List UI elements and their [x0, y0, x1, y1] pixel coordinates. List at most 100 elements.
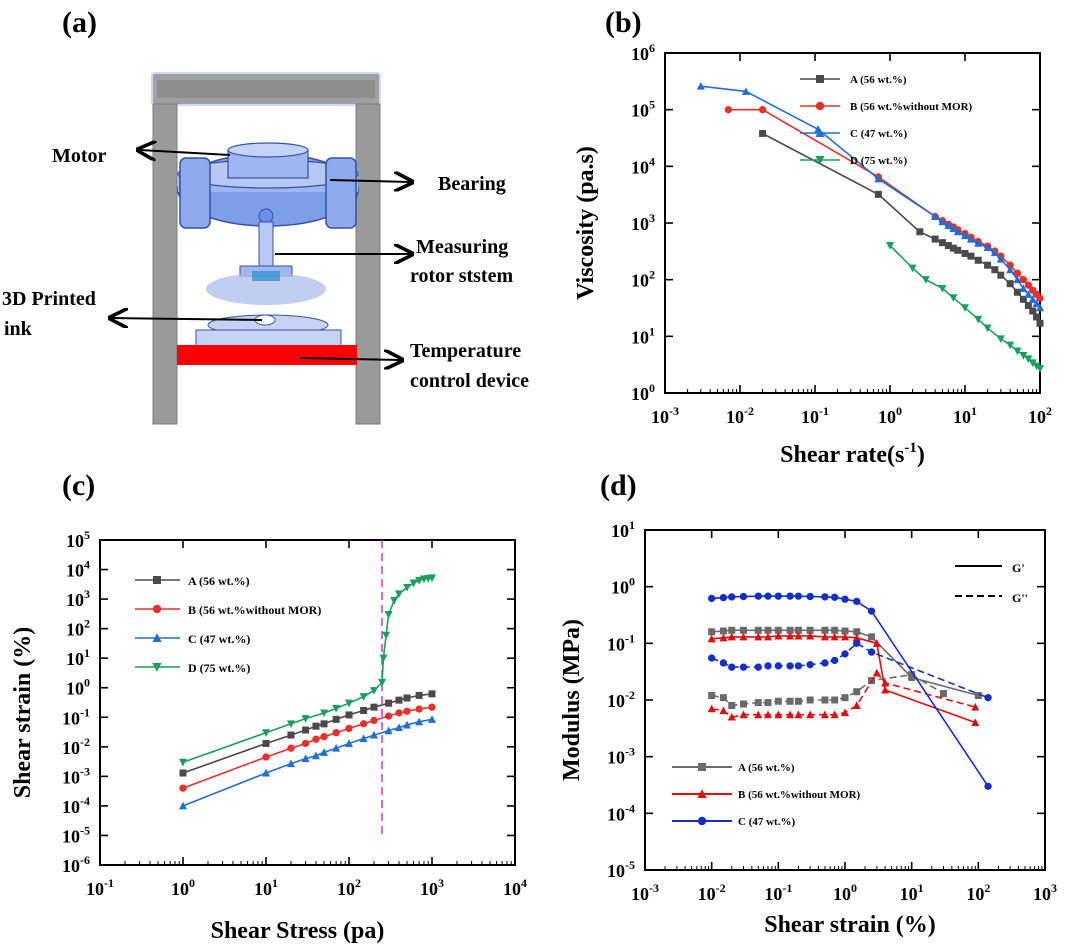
- series-C-point: [953, 227, 962, 236]
- series-D-point: [996, 335, 1005, 344]
- series-A-point: [916, 228, 924, 236]
- gprime-B-point: [806, 631, 815, 640]
- gprime-C-point: [867, 607, 876, 615]
- gprime-A-point: [794, 626, 802, 634]
- x-tick-label: 103: [1033, 881, 1057, 904]
- series-A-point: [302, 726, 310, 734]
- gprime-B-line: [711, 635, 976, 724]
- gprime-A-point: [764, 626, 772, 634]
- spindle-shaft: [258, 221, 274, 269]
- series-C-point: [1006, 265, 1015, 274]
- gprime-C-point: [754, 592, 762, 600]
- series-A-point: [395, 696, 403, 704]
- series-A-point: [332, 715, 340, 723]
- x-tick-label: 104: [503, 876, 527, 899]
- gdoubleprime-A-point: [719, 694, 727, 702]
- series-A-point: [1019, 295, 1027, 303]
- legend-marker-B: [152, 604, 162, 614]
- series-A-point: [1024, 302, 1032, 310]
- series-C-point: [261, 768, 271, 777]
- gdoubleprime-C-point: [719, 659, 728, 667]
- gdoubleprime-C-point: [728, 663, 736, 671]
- y-tick-label: 100: [631, 381, 655, 404]
- gprime-C-point: [786, 592, 794, 600]
- series-A-point: [415, 691, 423, 699]
- x-tick-label: 10-2: [698, 881, 726, 904]
- panel-label-b: (b): [605, 6, 642, 39]
- series-C-point: [960, 231, 970, 240]
- legend-marker-A: [153, 576, 161, 584]
- series-D-point: [1019, 351, 1028, 360]
- legend-label-D: D (75 wt.%): [188, 661, 250, 675]
- gprime-B-point: [840, 632, 850, 641]
- series-D-point: [885, 242, 895, 250]
- gdoubleprime-B-point: [707, 704, 716, 713]
- series-A-point: [370, 703, 378, 711]
- series-D-point: [379, 654, 388, 663]
- gdoubleprime-A-point: [939, 690, 947, 698]
- gdoubleprime-C-point: [754, 663, 762, 671]
- legend-label-B: B (56 wt.%without MOR): [188, 603, 321, 617]
- gprime-A-point: [719, 627, 727, 635]
- series-B-point: [758, 105, 767, 114]
- series-A-point: [954, 246, 962, 254]
- series-C-point: [332, 743, 341, 752]
- gprime-B-point: [754, 632, 763, 641]
- x-tick-label: 102: [966, 881, 990, 904]
- y-tick-label: 10-5: [62, 823, 90, 846]
- panel-label-a: (a): [62, 6, 97, 39]
- y-tick-label: 101: [611, 518, 635, 541]
- plot-frame: [99, 539, 516, 866]
- gprime-B-point: [820, 632, 829, 641]
- gdoubleprime-A-point: [831, 696, 839, 704]
- label-ink-2: ink: [4, 318, 33, 340]
- gdoubleprime-B-point: [872, 668, 881, 677]
- y-tick-label: 10-1: [607, 631, 635, 654]
- y-tick-label: 102: [631, 268, 655, 291]
- legend-label-A: A (56 wt.%): [738, 762, 795, 774]
- legend-marker-D: [815, 156, 825, 165]
- series-A-point: [949, 244, 957, 252]
- series-A-point: [931, 235, 939, 243]
- series-A-point: [403, 694, 411, 702]
- series-C-point: [966, 234, 975, 243]
- series-D-point: [921, 276, 930, 284]
- series-D-point: [178, 758, 188, 767]
- series-C-point: [359, 734, 368, 743]
- gprime-C-line: [711, 595, 989, 787]
- gprime-B-point: [794, 631, 803, 640]
- gdoubleprime-A-point: [739, 700, 747, 708]
- series-D-point: [974, 315, 983, 324]
- series-C-point: [369, 730, 379, 739]
- gdoubleprime-B-point: [830, 710, 839, 719]
- series-D-point: [1032, 362, 1041, 371]
- legend-marker-B: [697, 789, 707, 798]
- y-tick-label: 101: [631, 324, 655, 347]
- x-axis-title: Shear strain (%): [764, 912, 936, 938]
- series-D-point: [1006, 341, 1015, 350]
- gdoubleprime-A-point: [708, 692, 716, 700]
- series-D-point: [378, 679, 387, 687]
- gprime-C-point: [853, 597, 861, 606]
- legend-label-A: A (56 wt.%): [188, 574, 250, 588]
- series-B-point: [395, 709, 403, 717]
- legend-marker-A: [816, 75, 824, 83]
- series-D-point: [369, 687, 379, 695]
- series-A-point: [874, 190, 882, 198]
- x-tick-label: 10-3: [631, 881, 659, 904]
- series-D-point: [427, 574, 437, 583]
- x-tick-label: 100: [171, 876, 195, 899]
- gdoubleprime-A-point: [794, 697, 802, 705]
- gdoubleprime-A-point: [786, 697, 794, 705]
- x-tick-label: 100: [878, 404, 902, 427]
- series-D-point: [332, 704, 341, 713]
- y-tick-label: 100: [611, 575, 635, 598]
- series-D-point: [344, 699, 354, 708]
- y-tick-label: 101: [66, 646, 90, 669]
- y-axis-title: Viscosity (pa.s): [573, 146, 599, 300]
- y-tick-label: 105: [66, 528, 90, 551]
- y-tick-label: 10-3: [607, 745, 635, 768]
- x-tick-label: 10-2: [726, 404, 754, 427]
- series-D-point: [394, 590, 403, 599]
- series-A-point: [1029, 307, 1037, 315]
